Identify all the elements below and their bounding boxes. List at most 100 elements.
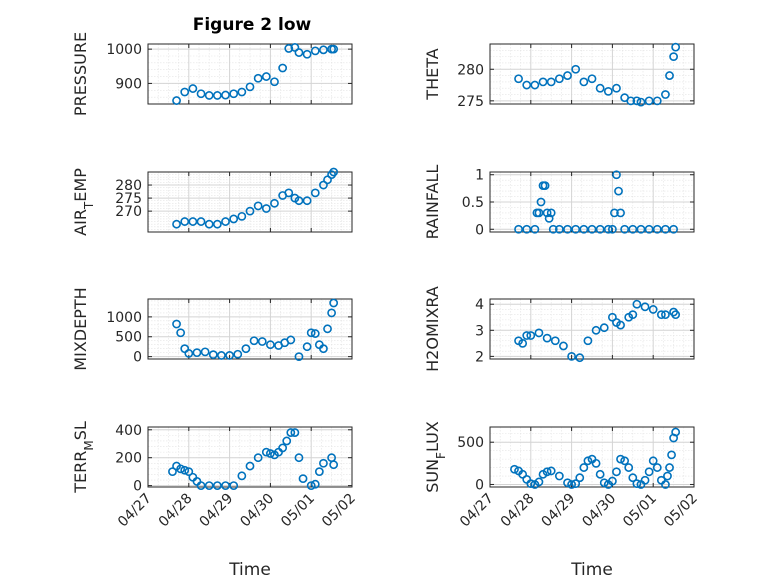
- data-point: [294, 196, 304, 206]
- x-axis-label: Time: [570, 560, 613, 580]
- data-point: [319, 344, 328, 354]
- data-point: [554, 471, 564, 481]
- data-point: [261, 72, 271, 81]
- data-point: [229, 214, 239, 224]
- axes-frame: [147, 43, 353, 105]
- data-point: [329, 460, 339, 470]
- data-point: [612, 467, 621, 477]
- x-tick-label: 04/28: [156, 491, 196, 531]
- y-axis-label: MIXDEPTH: [71, 287, 90, 370]
- data-point: [671, 310, 681, 320]
- data-point: [180, 465, 190, 475]
- y-tick-label: 3: [475, 323, 484, 339]
- data-point: [180, 217, 190, 226]
- data-point: [608, 476, 617, 486]
- data-point: [253, 453, 263, 463]
- data-point: [652, 224, 662, 234]
- data-point: [644, 224, 654, 234]
- data-point: [661, 310, 670, 320]
- data-point: [583, 336, 593, 346]
- data-point: [636, 97, 646, 107]
- x-tick-label: 05/02: [661, 491, 701, 531]
- data-point: [329, 167, 339, 177]
- data-point: [310, 188, 320, 198]
- data-point: [667, 450, 676, 460]
- data-point: [563, 71, 572, 80]
- data-point: [284, 44, 294, 53]
- y-tick-label: 1: [475, 168, 484, 184]
- data-point: [249, 336, 259, 346]
- data-point: [261, 204, 271, 213]
- data-point: [270, 198, 279, 208]
- data-point: [538, 77, 548, 87]
- data-point: [591, 458, 601, 468]
- x-tick-label: 04/30: [237, 491, 277, 531]
- data-point: [188, 217, 198, 226]
- data-point: [648, 456, 658, 466]
- y-tick-label: 0: [475, 222, 484, 238]
- data-point: [196, 89, 206, 99]
- data-point: [548, 224, 558, 234]
- data-point: [540, 181, 550, 191]
- data-point: [253, 201, 263, 211]
- data-point: [620, 456, 630, 466]
- data-point: [546, 208, 556, 218]
- data-point: [575, 473, 585, 483]
- data-point: [530, 80, 540, 90]
- y-tick-label: 0: [133, 479, 142, 495]
- data-point: [302, 49, 312, 59]
- data-point: [599, 323, 609, 333]
- data-point: [302, 196, 312, 206]
- data-point: [298, 474, 308, 484]
- data-point: [567, 351, 576, 361]
- data-point: [628, 224, 638, 234]
- data-point: [514, 74, 523, 84]
- data-point: [665, 71, 674, 80]
- data-point: [536, 197, 546, 207]
- data-point: [180, 87, 190, 97]
- y-tick-label: 4: [475, 297, 484, 313]
- data-point: [327, 308, 336, 318]
- x-tick-label: 04/27: [115, 491, 155, 531]
- data-point: [314, 467, 324, 477]
- data-point: [579, 77, 589, 87]
- data-point: [221, 217, 230, 226]
- data-point: [579, 463, 589, 472]
- data-point: [530, 224, 540, 234]
- data-point: [237, 87, 247, 97]
- data-point: [648, 305, 658, 314]
- data-point: [665, 463, 674, 472]
- x-tick-label: 04/29: [197, 491, 237, 531]
- y-axis-label: THETA: [423, 48, 442, 100]
- data-point: [253, 73, 263, 83]
- data-point: [172, 219, 181, 229]
- data-point: [656, 310, 666, 320]
- data-point: [522, 224, 532, 234]
- data-point: [514, 224, 523, 234]
- subplot-7: 0 200 400 04/27 04/28 04/29 04/30 05/01 05/02 Tim…: [71, 421, 359, 580]
- data-point: [310, 479, 320, 489]
- data-point: [599, 478, 609, 488]
- data-point: [204, 481, 214, 491]
- data-point: [319, 458, 328, 468]
- data-point: [200, 347, 210, 357]
- y-tick-label: 900: [115, 76, 142, 92]
- data-point: [221, 90, 230, 100]
- data-point: [286, 335, 296, 345]
- data-point: [233, 349, 243, 359]
- axes-frame: [147, 298, 353, 360]
- y-axis-label: TERRMSL: [71, 421, 96, 494]
- data-point: [628, 310, 638, 320]
- data-point: [579, 224, 589, 234]
- x-tick-label: 04/28: [498, 491, 538, 531]
- data-point: [257, 337, 267, 346]
- subplot-5: 0 500 1000 MIXDEPTH: [71, 287, 353, 371]
- y-tick-label: 280: [115, 178, 142, 194]
- data-point: [661, 90, 670, 99]
- data-point: [278, 443, 288, 453]
- axes-frame: [147, 171, 353, 233]
- data-point: [616, 454, 625, 464]
- y-tick-label: 0: [475, 477, 484, 493]
